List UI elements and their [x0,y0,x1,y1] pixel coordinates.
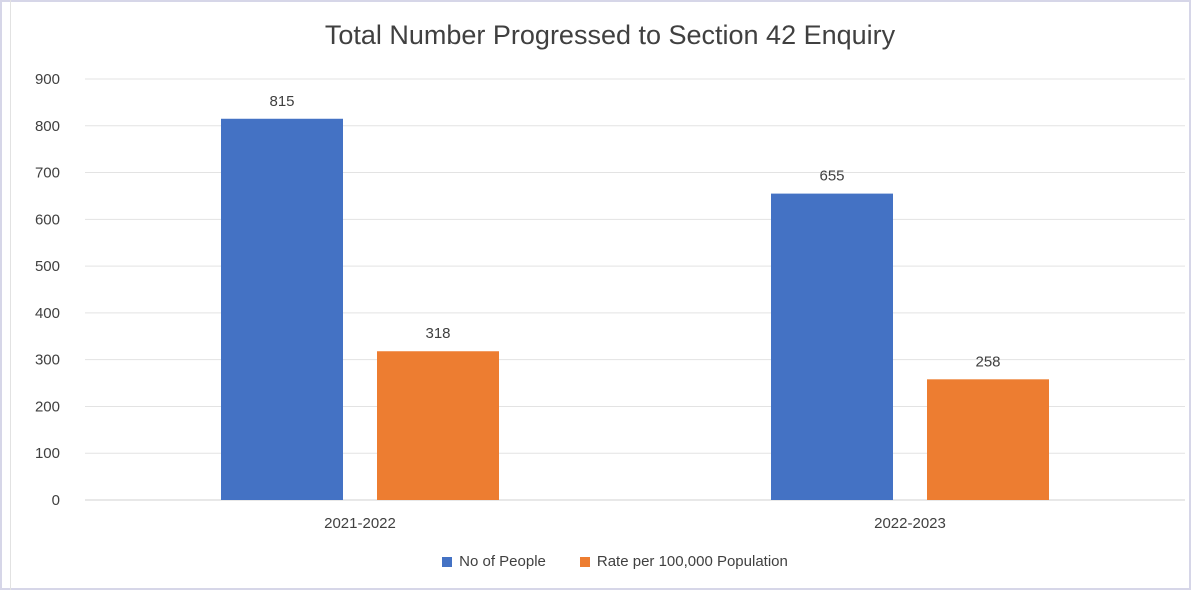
y-tick-label: 800 [35,118,60,135]
bars [221,118,1049,500]
y-tick-label: 300 [35,352,60,369]
y-tick-label: 0 [52,492,60,509]
data-label: 655 [819,168,844,185]
legend-label: No of People [459,553,546,570]
category-labels: 2021-2022 2022-2023 [324,515,946,532]
data-labels: 815 318 655 258 [269,93,1000,371]
legend-item: Rate per 100,000 Population [579,553,788,570]
x-category-label: 2022-2023 [874,515,946,532]
bar-rate [927,379,1049,500]
data-label: 318 [425,325,450,342]
x-category-label: 2021-2022 [324,515,396,532]
y-tick-label: 100 [35,445,60,462]
legend-swatch [442,556,453,567]
y-tick-label: 500 [35,258,60,275]
legend-swatch [579,556,590,567]
y-tick-label: 600 [35,211,60,228]
bar-people [221,118,343,500]
left-border [10,0,11,590]
legend: No of People Rate per 100,000 Population [0,553,1191,570]
y-tick-label: 700 [35,165,60,182]
bar-people [771,193,893,500]
y-tick-label: 400 [35,305,60,322]
y-axis-ticks: 0 100 200 300 400 500 600 700 800 900 [35,71,60,509]
chart-title: Total Number Progressed to Section 42 En… [324,20,896,50]
bar-rate [377,351,499,500]
data-label: 815 [269,93,294,110]
legend-label: Rate per 100,000 Population [596,553,788,570]
data-label: 258 [975,353,1000,370]
y-tick-label: 200 [35,398,60,415]
legend-item: No of People [442,553,546,570]
y-tick-label: 900 [35,71,60,88]
